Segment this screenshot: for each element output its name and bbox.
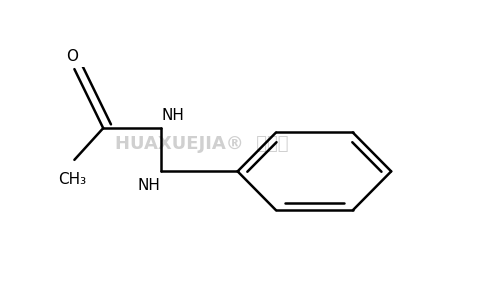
Text: O: O — [66, 49, 78, 64]
Text: HUAXUEJIA®  化学加: HUAXUEJIA® 化学加 — [115, 135, 288, 153]
FancyBboxPatch shape — [54, 170, 90, 191]
FancyBboxPatch shape — [159, 105, 186, 126]
Text: NH: NH — [137, 178, 160, 193]
Text: CH₃: CH₃ — [58, 173, 86, 187]
FancyBboxPatch shape — [135, 176, 162, 197]
FancyBboxPatch shape — [59, 46, 85, 67]
Text: NH: NH — [161, 108, 184, 123]
